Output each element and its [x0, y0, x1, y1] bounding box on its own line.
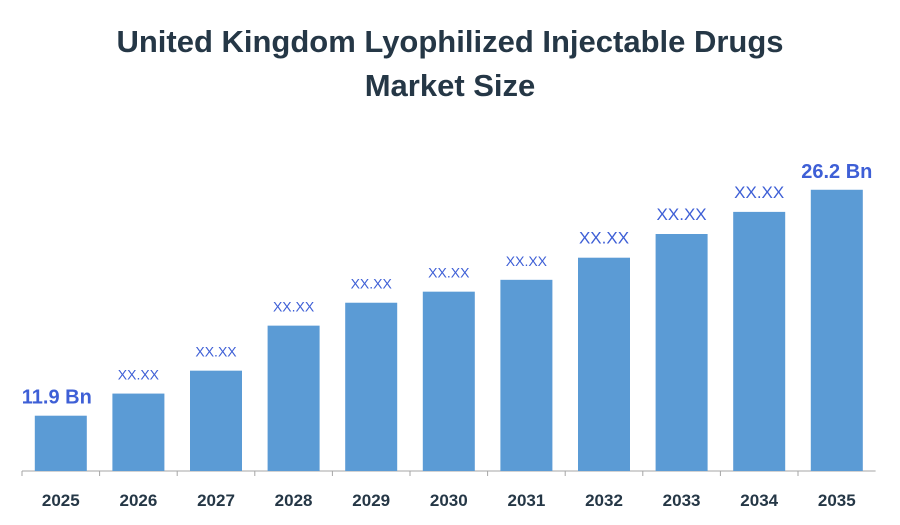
bar-2032	[578, 257, 630, 471]
x-tick-label-2032: 2032	[585, 491, 623, 510]
x-tick-label-2031: 2031	[507, 491, 545, 510]
x-tick-label-2033: 2033	[663, 491, 701, 510]
x-tick-label-2028: 2028	[275, 491, 313, 510]
chart-title: United Kingdom Lyophilized Injectable Dr…	[0, 20, 900, 108]
data-label-2030: XX.XX	[428, 265, 470, 281]
bar-2028	[267, 325, 320, 471]
bar-2025	[34, 415, 87, 471]
bar-2035	[810, 189, 863, 471]
bar-2027	[190, 370, 242, 471]
data-label-2032: XX.XX	[579, 229, 629, 248]
data-label-2025: 11.9 Bn	[22, 387, 92, 409]
x-tick-label-2034: 2034	[740, 491, 778, 510]
x-tick-label-2025: 2025	[42, 491, 80, 510]
data-label-2035: 26.2 Bn	[801, 161, 872, 183]
chart-title-line1: United Kingdom Lyophilized Injectable Dr…	[116, 24, 784, 59]
data-label-2027: XX.XX	[195, 344, 237, 360]
data-label-2028: XX.XX	[273, 299, 315, 315]
data-label-2029: XX.XX	[351, 276, 393, 292]
x-tick-label-2029: 2029	[352, 491, 390, 510]
bar-2030	[422, 291, 475, 471]
bar-2033	[655, 234, 708, 471]
x-tick-label-2030: 2030	[430, 491, 468, 510]
data-label-2031: XX.XX	[506, 253, 548, 269]
data-label-2033: XX.XX	[657, 205, 707, 224]
bar-2031	[500, 279, 553, 471]
bar-2026	[112, 393, 165, 471]
data-label-2034: XX.XX	[734, 183, 784, 202]
chart-title-line2: Market Size	[364, 68, 536, 103]
data-label-2026: XX.XX	[118, 367, 160, 383]
bar-2029	[345, 302, 398, 471]
bar-2034	[733, 211, 786, 471]
x-tick-label-2026: 2026	[119, 491, 157, 510]
x-tick-label-2027: 2027	[197, 491, 235, 510]
x-tick-label-2035: 2035	[818, 491, 856, 510]
